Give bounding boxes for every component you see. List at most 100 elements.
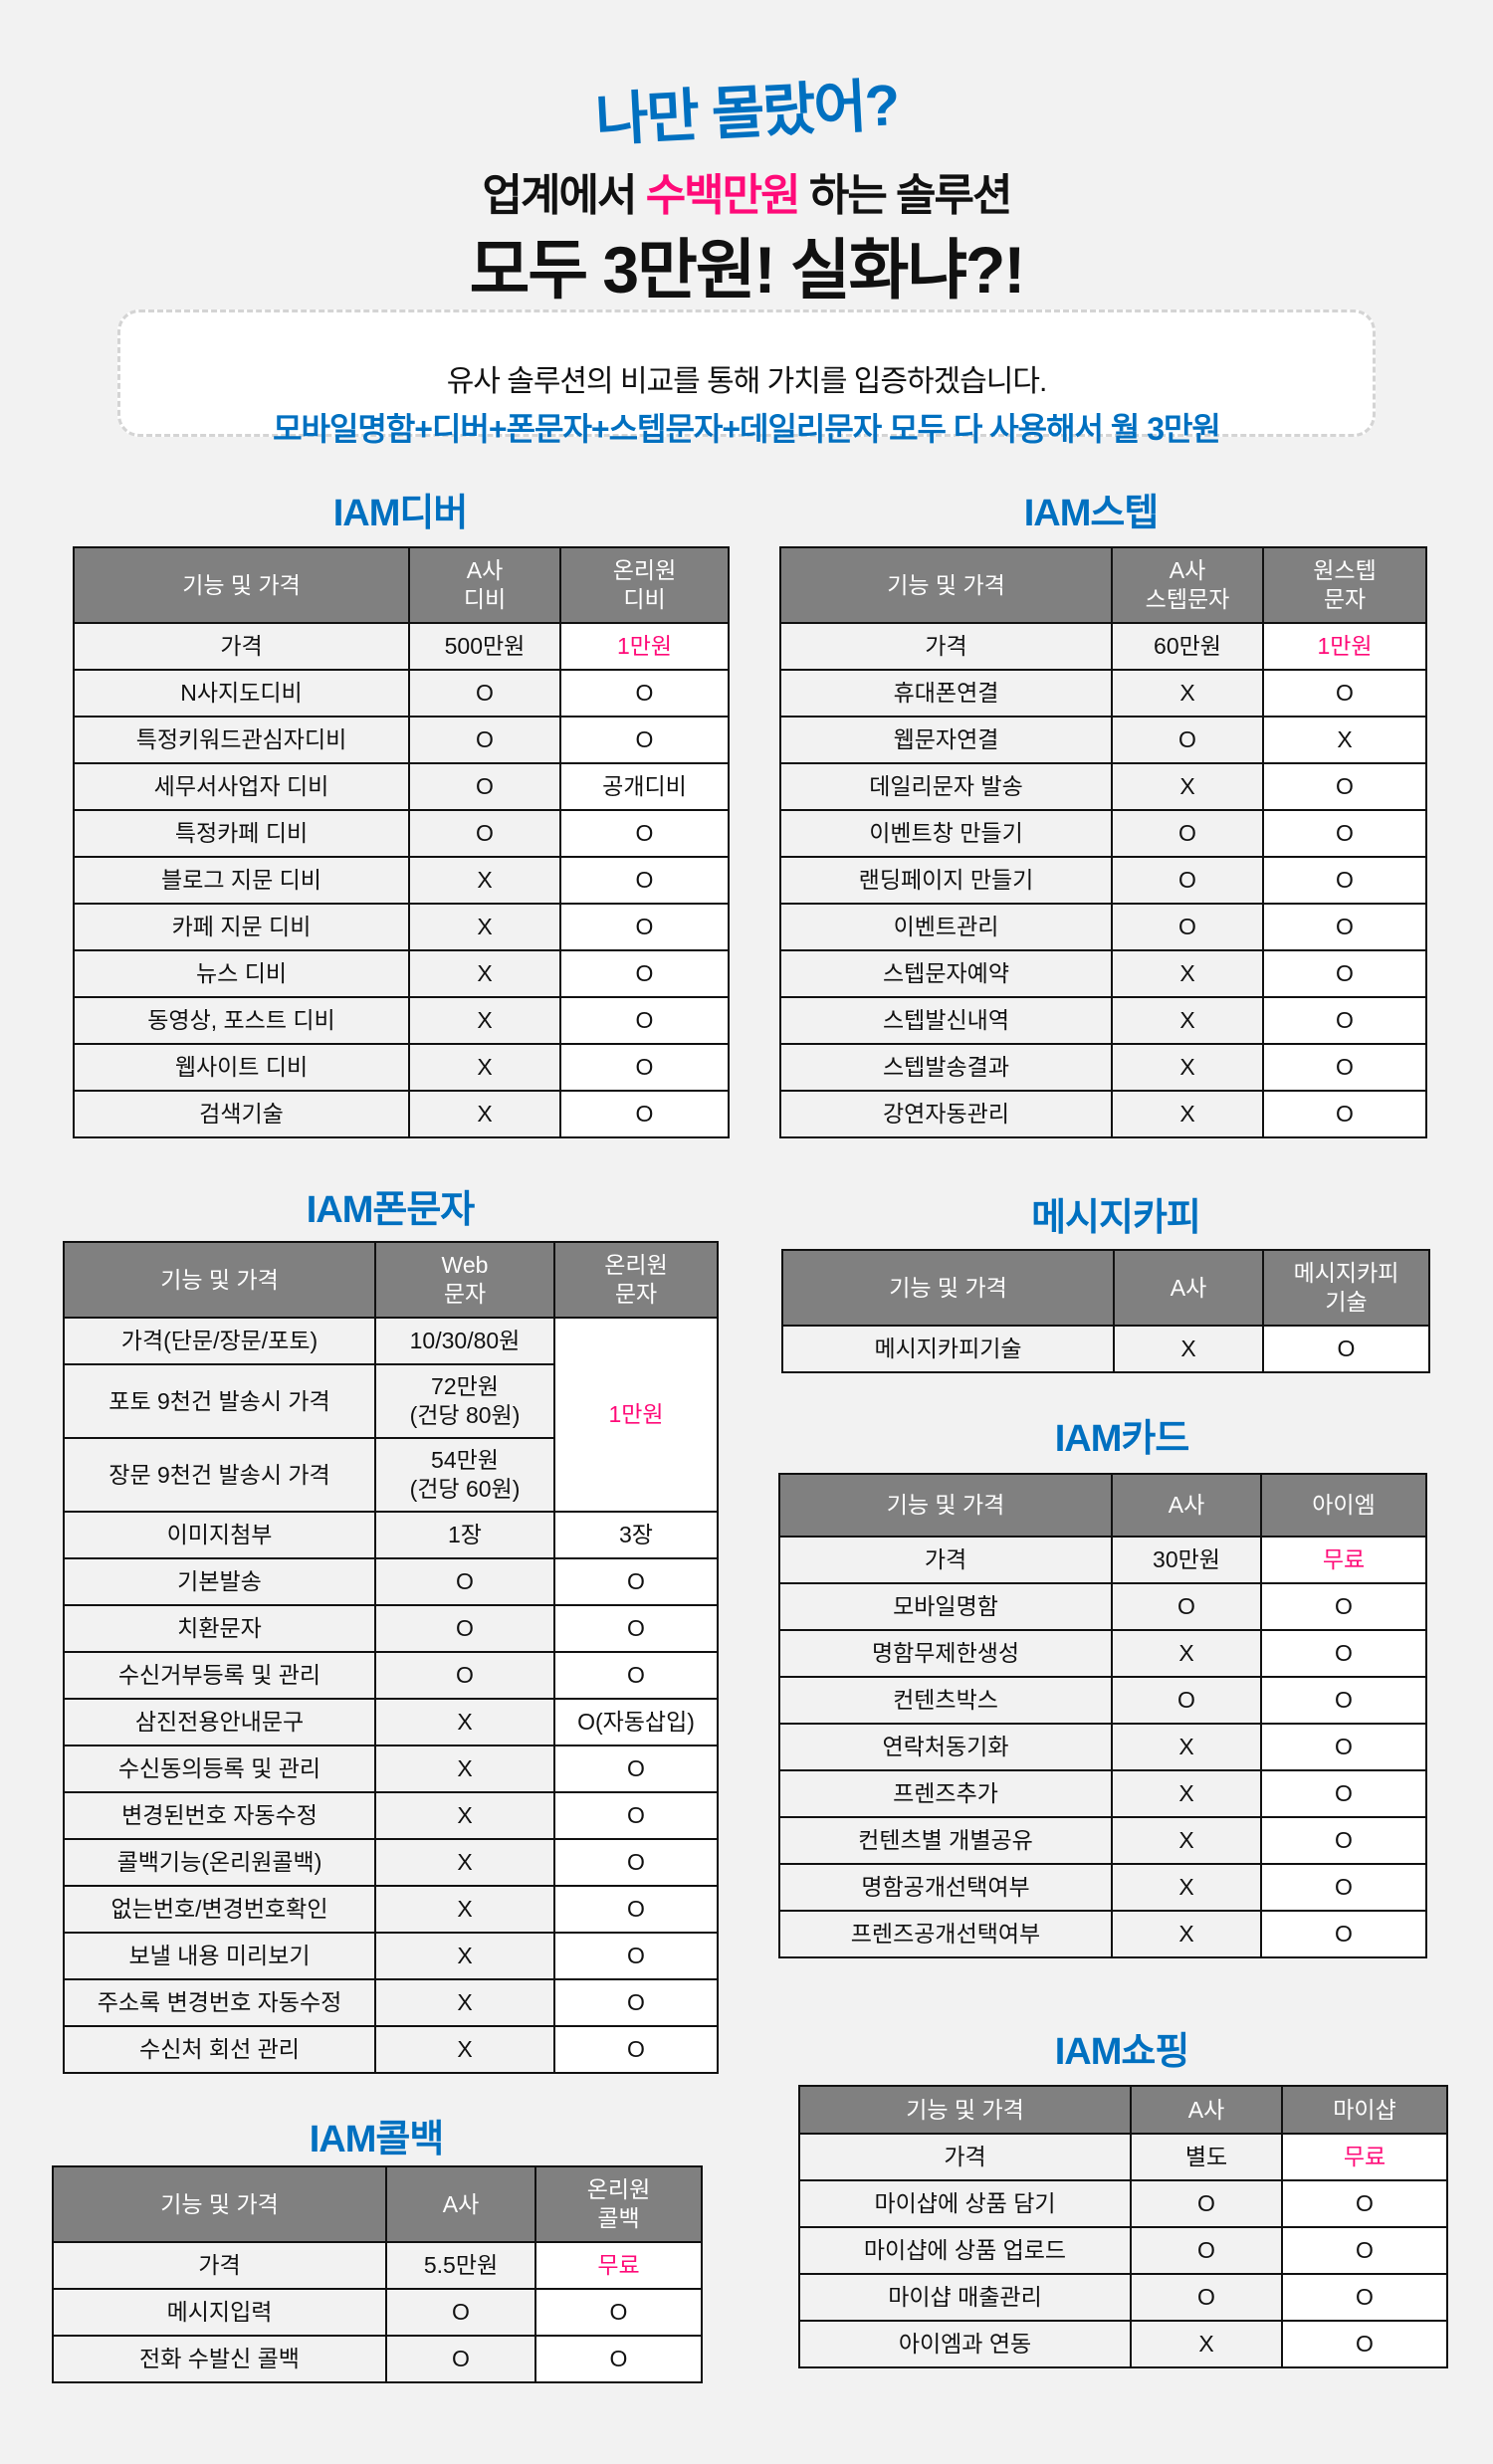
headline-suffix: 하는 솔루션 xyxy=(798,171,1013,220)
our-cell: O xyxy=(559,716,730,764)
table-row: 휴대폰연결 X O xyxy=(779,669,1427,718)
feature-cell: 가격 xyxy=(779,622,1113,671)
our-cell: O xyxy=(559,669,730,718)
competitor-cell: O xyxy=(408,809,561,858)
our-cell: O xyxy=(534,2288,703,2337)
our-cell: 무료 xyxy=(1260,1536,1427,1584)
section-title-step: IAM스텝 xyxy=(1023,493,1160,534)
feature-cell: 랜딩페이지 만들기 xyxy=(779,856,1113,905)
column-header: A사 xyxy=(1111,1473,1262,1538)
column-header: 기능 및 가격 xyxy=(798,2085,1132,2135)
competitor-cell: O xyxy=(1111,1676,1262,1725)
competitor-cell: X xyxy=(1111,1910,1262,1958)
our-cell: O xyxy=(1262,669,1427,718)
our-cell: O xyxy=(1260,1582,1427,1631)
feature-cell: 웹사이트 디비 xyxy=(73,1043,410,1092)
feature-cell: 수신거부등록 및 관리 xyxy=(63,1651,376,1700)
competitor-cell: X xyxy=(1111,1816,1262,1865)
feature-cell: 컨텐츠별 개별공유 xyxy=(778,1816,1113,1865)
competitor-cell: O xyxy=(1130,2226,1283,2275)
competitor-cell: O xyxy=(1111,856,1264,905)
feature-cell: 포토 9천건 발송시 가격 xyxy=(63,1363,376,1439)
feature-cell: 기본발송 xyxy=(63,1557,376,1606)
table-row: 웹사이트 디비 X O xyxy=(73,1043,730,1092)
table-header-row: 기능 및 가격 A사 마이샵 xyxy=(798,2085,1448,2135)
competitor-cell: X xyxy=(374,1932,555,1980)
competitor-cell: X xyxy=(1130,2320,1283,2368)
table-row: 이벤트창 만들기 O O xyxy=(779,809,1427,858)
our-cell: 1만원 xyxy=(559,622,730,671)
competitor-cell: O xyxy=(1111,903,1264,951)
our-cell: O xyxy=(1260,1629,1427,1678)
competitor-cell: O xyxy=(408,762,561,811)
comparison-table-callback: 기능 및 가격 A사 온리원 콜백 가격 5.5만원 무료 메시지입력 O O 전화 수발신 콜백 O… xyxy=(52,2165,703,2383)
our-cell: 공개디비 xyxy=(559,762,730,811)
table-row: 치환문자 O O xyxy=(63,1604,719,1653)
competitor-cell: O xyxy=(385,2288,536,2337)
feature-cell: 가격 xyxy=(778,1536,1113,1584)
column-header: 아이엠 xyxy=(1260,1473,1427,1538)
feature-cell: 연락처동기화 xyxy=(778,1723,1113,1771)
competitor-cell: X xyxy=(1111,1863,1262,1912)
headline-prefix: 업계에서 xyxy=(482,171,646,220)
hero-subheadline: 모두 3만원! 실화냐?! xyxy=(469,233,1026,307)
our-cell: O xyxy=(1262,949,1427,998)
competitor-cell: 5.5만원 xyxy=(385,2241,536,2290)
section-title-phone: IAM폰문자 xyxy=(306,1189,476,1231)
column-header: 기능 및 가격 xyxy=(63,1241,376,1319)
feature-cell: 메시지카피기술 xyxy=(781,1325,1115,1373)
competitor-cell: O xyxy=(408,669,561,718)
column-header: 원스텝 문자 xyxy=(1262,546,1427,624)
column-header: 온리원 디비 xyxy=(559,546,730,624)
competitor-cell: 10/30/80원 xyxy=(374,1317,555,1365)
feature-cell: 이미지첨부 xyxy=(63,1511,376,1559)
feature-cell: 프렌즈공개선택여부 xyxy=(778,1910,1113,1958)
table-row: 수신거부등록 및 관리 O O xyxy=(63,1651,719,1700)
competitor-cell: X xyxy=(408,996,561,1045)
feature-cell: 모바일명함 xyxy=(778,1582,1113,1631)
our-cell: O xyxy=(1262,809,1427,858)
table-row: 수신처 회선 관리 X O xyxy=(63,2025,719,2074)
competitor-cell: X xyxy=(1111,1723,1262,1771)
section-title-dibur: IAM디버 xyxy=(332,493,469,534)
our-cell: 1만원 xyxy=(1262,622,1427,671)
column-header: 기능 및 가격 xyxy=(779,546,1113,624)
table-row: 동영상, 포스트 디비 X O xyxy=(73,996,730,1045)
column-header: 온리원 문자 xyxy=(553,1241,719,1319)
feature-cell: 프렌즈추가 xyxy=(778,1769,1113,1818)
feature-cell: 블로그 지문 디비 xyxy=(73,856,410,905)
intro-box: 유사 솔루션의 비교를 통해 가치를 입증하겠습니다. 모바일명함+디버+폰문자… xyxy=(117,309,1376,447)
our-cell: O xyxy=(559,903,730,951)
competitor-cell: 별도 xyxy=(1130,2133,1283,2181)
table-row: 마이샵에 상품 담기 O O xyxy=(798,2179,1448,2228)
feature-cell: 강연자동관리 xyxy=(779,1090,1113,1138)
table-header-row: 기능 및 가격 Web 문자 온리원 문자 xyxy=(63,1241,719,1319)
feature-cell: 수신동의등록 및 관리 xyxy=(63,1745,376,1793)
competitor-cell: 72만원 (건당 80원) xyxy=(374,1363,555,1439)
table-row: 스텝문자예약 X O xyxy=(779,949,1427,998)
competitor-cell: O xyxy=(374,1604,555,1653)
our-cell: O xyxy=(1260,1863,1427,1912)
competitor-cell: X xyxy=(374,1791,555,1840)
intro-text: 유사 솔루션의 비교를 통해 가치를 입증하겠습니다. xyxy=(446,365,1048,398)
table-header-row: 기능 및 가격 A사 아이엠 xyxy=(778,1473,1427,1538)
competitor-cell: O xyxy=(1130,2179,1283,2228)
table-row: 없는번호/변경번호확인 X O xyxy=(63,1885,719,1934)
table-row: 스텝발신내역 X O xyxy=(779,996,1427,1045)
comparison-table-msgcopy: 기능 및 가격 A사 메시지카피 기술 메시지카피기술 X O xyxy=(781,1249,1430,1373)
feature-cell: 주소록 변경번호 자동수정 xyxy=(63,1978,376,2027)
section-title-shop: IAM쇼핑 xyxy=(1054,2031,1190,2073)
feature-cell: 장문 9천건 발송시 가격 xyxy=(63,1437,376,1513)
our-cell: O xyxy=(559,1090,730,1138)
feature-cell: 특정키워드관심자디비 xyxy=(73,716,410,764)
feature-cell: 가격 xyxy=(73,622,410,671)
column-header: A사 디비 xyxy=(408,546,561,624)
table-row: 수신동의등록 및 관리 X O xyxy=(63,1745,719,1793)
our-cell: O xyxy=(553,1791,719,1840)
column-header: 온리원 콜백 xyxy=(534,2165,703,2243)
our-cell: O xyxy=(559,1043,730,1092)
feature-cell: 휴대폰연결 xyxy=(779,669,1113,718)
feature-cell: 동영상, 포스트 디비 xyxy=(73,996,410,1045)
competitor-cell: O xyxy=(1111,809,1264,858)
comparison-table-phone: 기능 및 가격 Web 문자 온리원 문자 가격(단문/장문/포토) 10/30/80원 1만… xyxy=(63,1241,719,2074)
